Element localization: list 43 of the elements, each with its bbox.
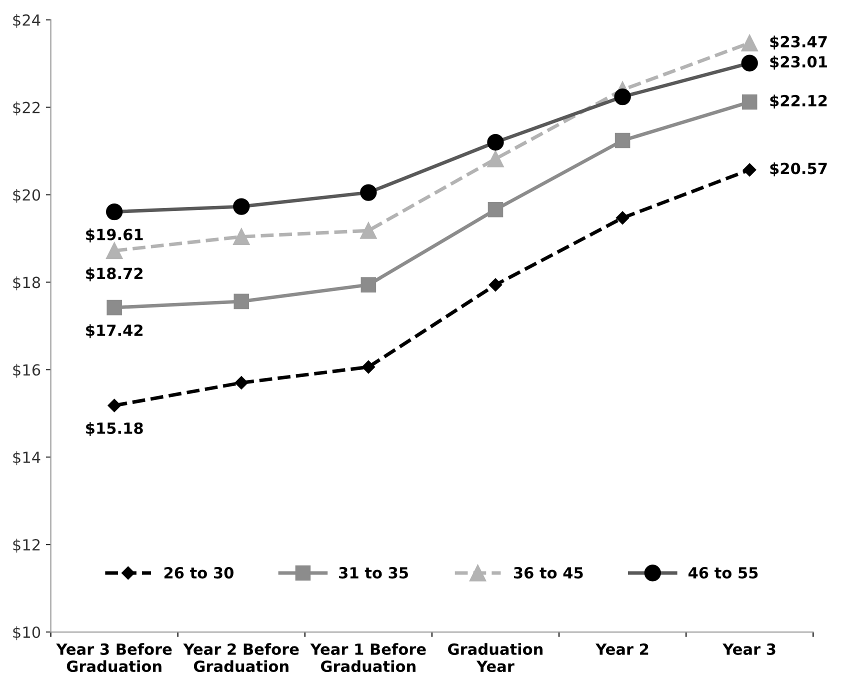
point — [360, 277, 376, 292]
data-label: $17.42 — [86, 324, 142, 338]
point — [487, 150, 504, 168]
y-tick-label: $10 — [13, 626, 40, 640]
y-tick-label: $12 — [13, 538, 40, 553]
y-tick-label: $16 — [13, 364, 40, 378]
legend-label: 31 to 35 — [339, 567, 408, 579]
point — [106, 242, 123, 260]
point — [741, 34, 758, 52]
point — [488, 278, 502, 292]
point — [742, 94, 758, 110]
x-tick-label: Year 1 Before Graduation — [310, 643, 426, 672]
data-label: $18.72 — [86, 267, 142, 282]
point — [234, 294, 250, 310]
data-label: $19.61 — [86, 228, 143, 242]
data-label: $20.57 — [770, 162, 827, 176]
y-tick-label: $22 — [13, 101, 40, 116]
x-tick-label: Year 2 Before Graduation — [183, 643, 299, 672]
x-tick-label: Year 3 — [722, 643, 776, 655]
point — [362, 360, 376, 374]
point — [488, 202, 504, 218]
data-label: $15.18 — [86, 422, 143, 436]
data-label: $23.01 — [770, 56, 827, 70]
x-tick-label: Year 2 — [595, 643, 648, 655]
legend-label: 26 to 30 — [164, 567, 234, 579]
point — [743, 163, 756, 176]
legend-label: 46 to 55 — [688, 567, 758, 579]
x-tick-label: Year 3 Before Graduation — [56, 643, 172, 672]
y-tick-label: $14 — [13, 451, 40, 466]
point — [106, 300, 122, 316]
point — [616, 211, 630, 225]
y-tick-label: $18 — [13, 276, 40, 290]
point — [233, 228, 250, 246]
point — [234, 376, 248, 390]
data-label: $22.12 — [770, 94, 827, 109]
point — [614, 132, 630, 148]
x-tick-label: Graduation Year — [448, 643, 543, 672]
y-tick-label: $24 — [13, 14, 40, 28]
point — [108, 398, 121, 412]
legend-label: 36 to 45 — [514, 567, 583, 579]
point — [360, 222, 377, 239]
y-tick-label: $20 — [13, 188, 40, 203]
data-label: $23.47 — [770, 36, 827, 50]
